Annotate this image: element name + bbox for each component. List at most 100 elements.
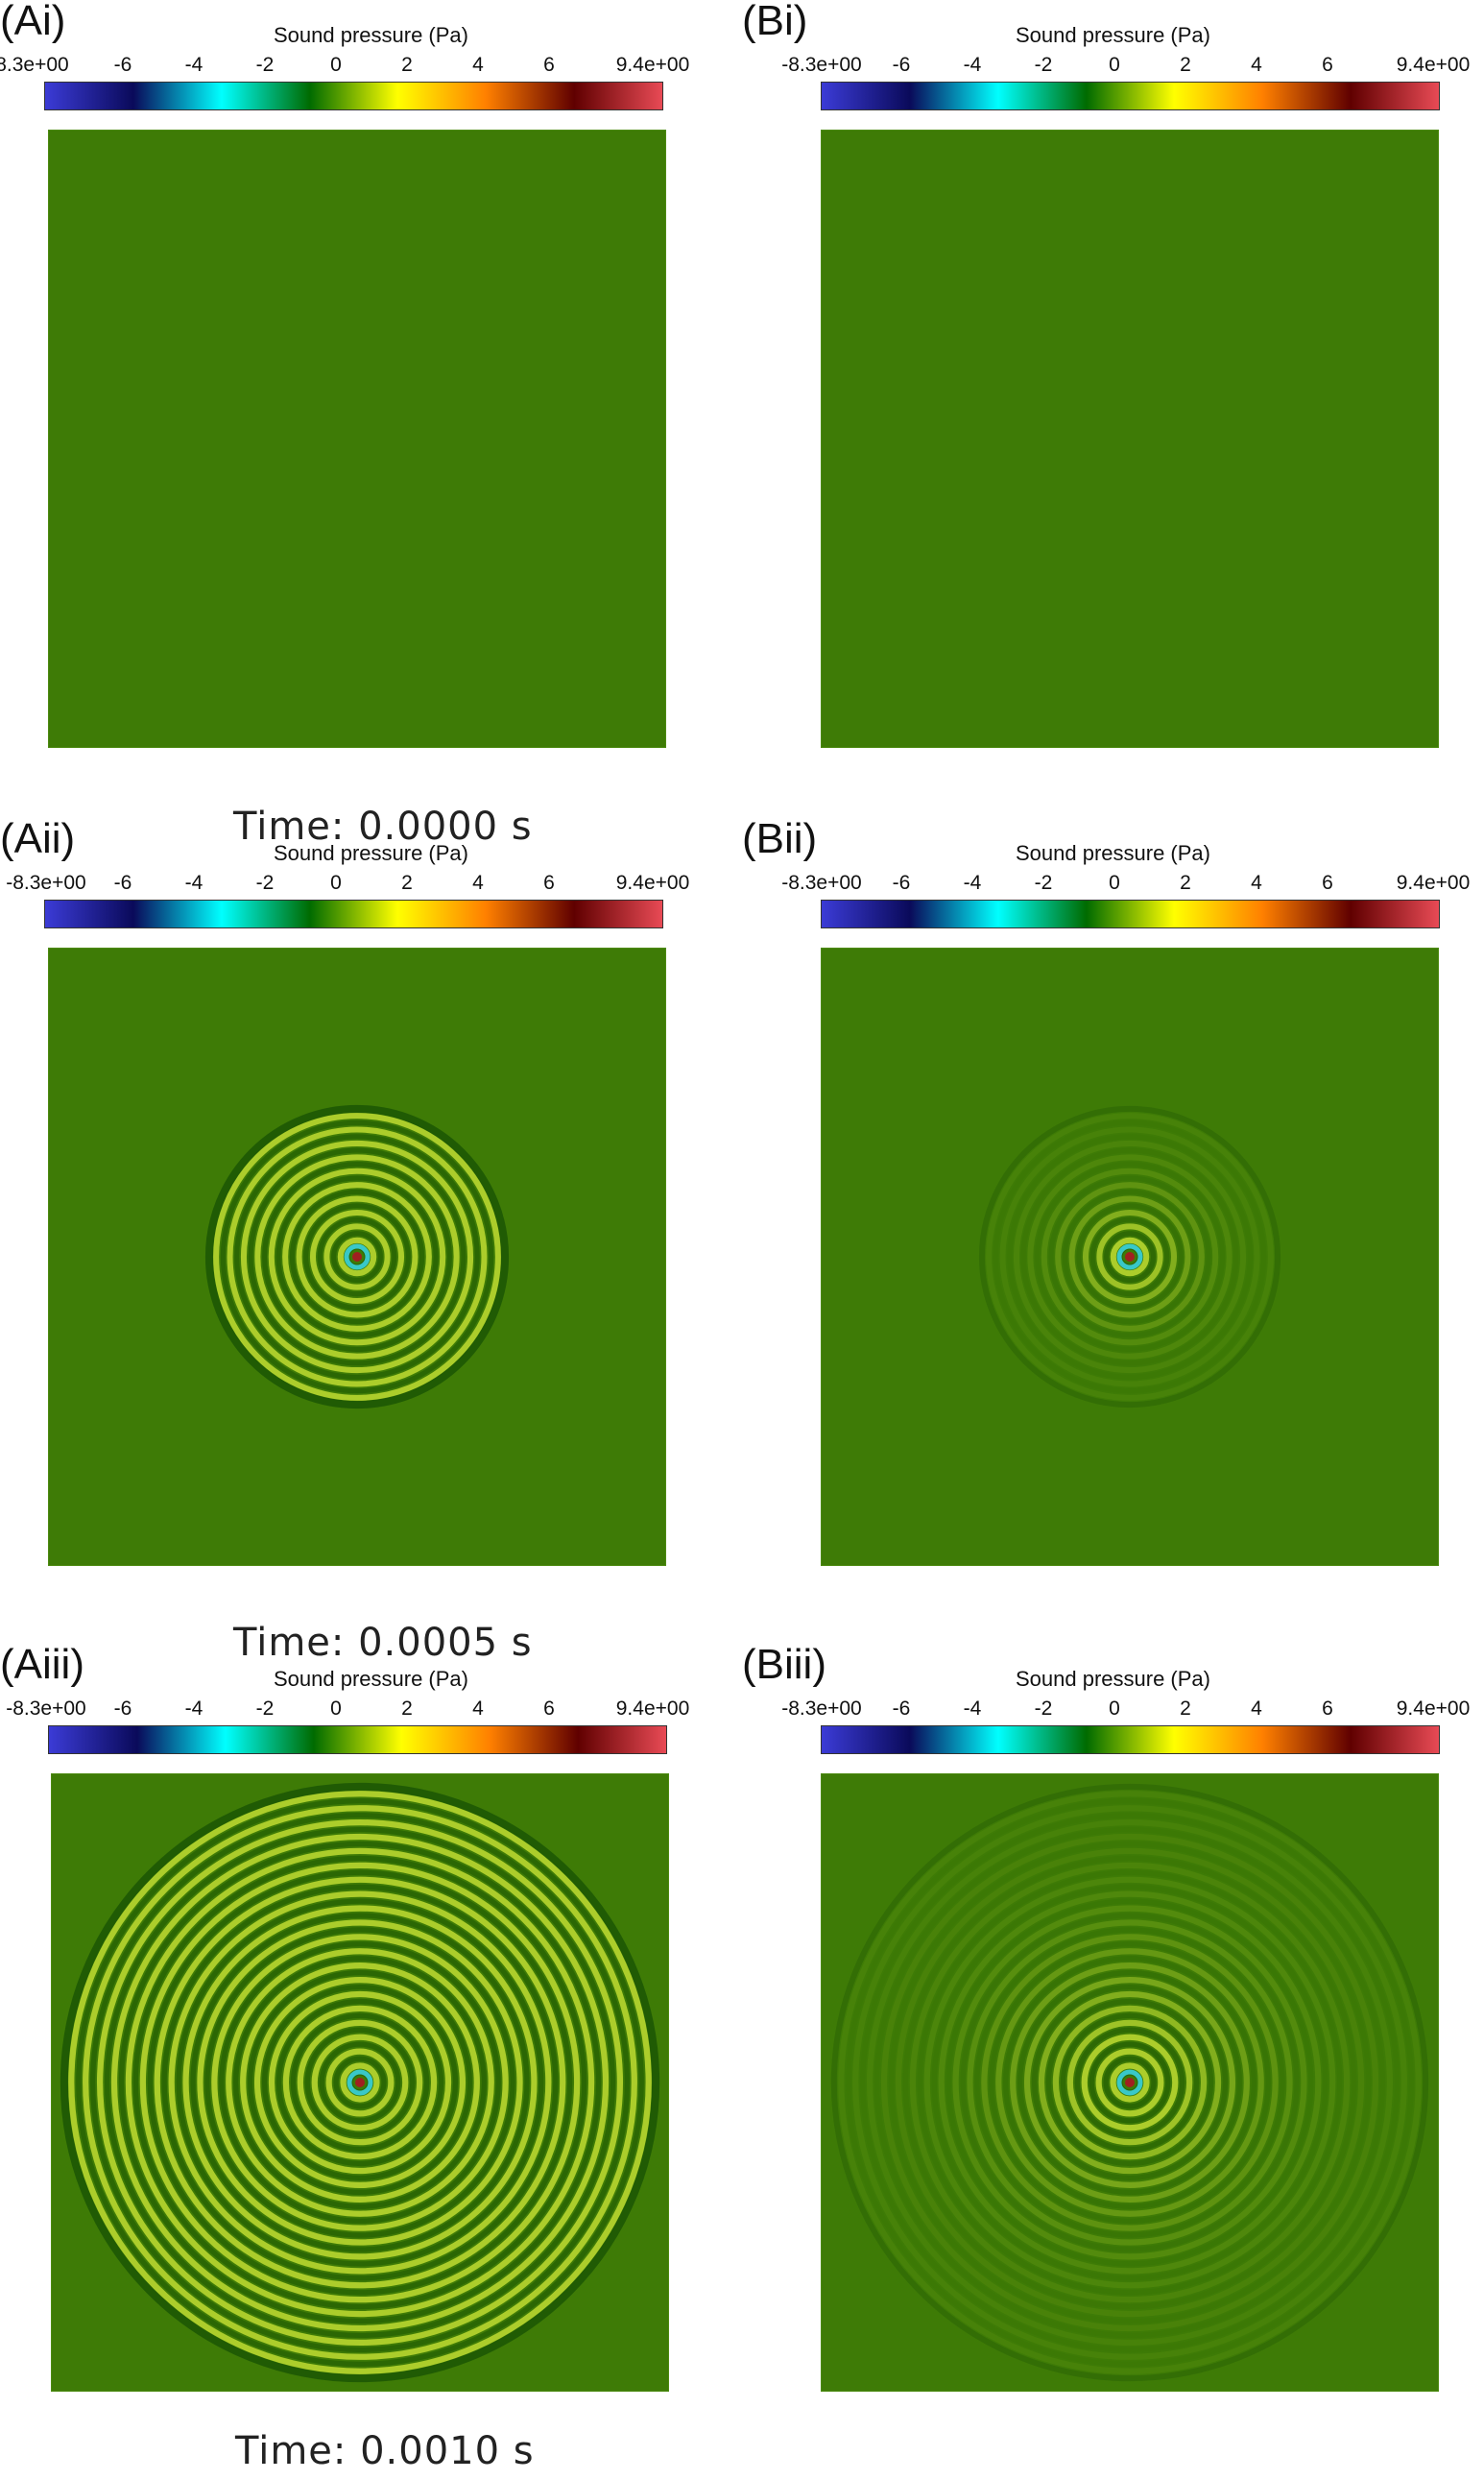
panel-aii: (Aii) Sound pressure (Pa) -8.3e+00 -6 -4… xyxy=(0,818,742,1645)
panel-label: (Ai) xyxy=(0,0,66,44)
pressure-ring xyxy=(311,2034,409,2131)
wavefront-ring xyxy=(60,1782,660,2383)
tick-label: -4 xyxy=(963,1697,982,1720)
wave-rings xyxy=(822,131,1438,747)
pressure-ring xyxy=(240,1140,474,1374)
tick-label: 4 xyxy=(1251,54,1262,76)
pressure-ring xyxy=(262,1162,452,1352)
tick-label: 6 xyxy=(1322,54,1333,76)
pressure-ring xyxy=(1082,1209,1178,1305)
pressure-ring xyxy=(104,1826,616,2339)
tick-label: -2 xyxy=(255,872,275,894)
tick-label: -8.3e+00 xyxy=(6,1697,86,1720)
pressure-ring xyxy=(219,1941,501,2224)
colorbar xyxy=(821,1725,1440,1754)
pressure-ring xyxy=(860,1813,1400,2352)
wave-rings xyxy=(830,1783,1429,2382)
pressure-ring xyxy=(1027,1154,1233,1360)
pressure-ring xyxy=(190,1913,530,2252)
tick-label: 2 xyxy=(1180,872,1191,894)
pressure-ring xyxy=(1089,2041,1171,2124)
tick-label: -8.3e+00 xyxy=(0,54,69,76)
panel-bii: (Bii) Sound pressure (Pa) -8.3e+00 -6 -4… xyxy=(742,818,1484,1645)
tick-label: -8.3e+00 xyxy=(6,872,86,894)
tick-label: 4 xyxy=(1251,1697,1262,1720)
tick-label: -8.3e+00 xyxy=(781,54,862,76)
tick-label: 4 xyxy=(472,872,484,894)
pressure-ring xyxy=(161,1884,559,2281)
wave-rings xyxy=(49,131,665,747)
pressure-ring xyxy=(317,1216,397,1297)
pressure-ring xyxy=(304,2027,416,2138)
source-point xyxy=(355,2078,365,2087)
colorbar xyxy=(44,900,663,928)
pressure-field xyxy=(821,948,1439,1566)
wave-rings xyxy=(60,1782,660,2383)
pressure-ring xyxy=(233,1956,487,2209)
tick-label: 2 xyxy=(401,1697,413,1720)
tick-label: 0 xyxy=(1109,54,1120,76)
pressure-ring xyxy=(1013,1140,1247,1374)
pressure-ring xyxy=(132,1855,587,2310)
tick-label: 6 xyxy=(543,1697,555,1720)
source-ring xyxy=(347,2069,373,2096)
pressure-ring xyxy=(1045,1998,1214,2167)
tick-label: -6 xyxy=(113,1697,132,1720)
pressure-field xyxy=(48,130,666,748)
pressure-ring xyxy=(1035,1162,1225,1352)
pressure-ring xyxy=(1076,1203,1184,1311)
colorbar-tick-labels: -8.3e+00 -6 -4 -2 0 2 4 6 9.4e+00 xyxy=(0,872,742,897)
pressure-ring xyxy=(337,1237,377,1277)
pressure-ring xyxy=(240,1962,480,2203)
panel-label: (Aii) xyxy=(0,815,76,862)
pressure-ring xyxy=(986,1113,1274,1401)
tick-label: 9.4e+00 xyxy=(1396,1697,1471,1720)
tick-label: 2 xyxy=(1180,1697,1191,1720)
tick-label: -4 xyxy=(184,872,203,894)
tick-label: -4 xyxy=(184,54,203,76)
panel-label: (Biii) xyxy=(742,1641,826,1688)
time-caption: Time: 0.0000 s xyxy=(233,805,533,849)
pressure-ring xyxy=(1041,1168,1219,1346)
pressure-ring xyxy=(1048,1175,1211,1338)
pressure-ring xyxy=(275,1998,444,2167)
pressure-ring xyxy=(1060,2012,1200,2153)
pressure-ring xyxy=(118,1841,602,2324)
source-ring xyxy=(1116,1243,1143,1270)
pressure-ring xyxy=(1089,1216,1170,1297)
pressure-ring xyxy=(1074,2027,1185,2138)
pressure-ring xyxy=(838,1791,1422,2374)
colorbar-title: Sound pressure (Pa) xyxy=(274,1667,468,1691)
tick-label: 6 xyxy=(1322,1697,1333,1720)
colorbar xyxy=(821,82,1440,110)
tick-label: 0 xyxy=(1109,872,1120,894)
tick-label: -6 xyxy=(113,872,132,894)
tick-label: 0 xyxy=(330,872,342,894)
pressure-ring xyxy=(1017,1970,1242,2195)
pressure-ring xyxy=(952,1905,1307,2260)
pressure-ring xyxy=(176,1898,544,2267)
pressure-ring xyxy=(895,1847,1365,2318)
tick-label: -2 xyxy=(255,54,275,76)
pressure-ring xyxy=(325,2048,395,2117)
pressure-ring xyxy=(1068,1195,1191,1318)
colorbar-tick-labels: -8.3e+00 -6 -4 -2 0 2 4 6 9.4e+00 xyxy=(742,872,1484,897)
wavefront-ring xyxy=(978,1105,1281,1409)
tick-label: -2 xyxy=(255,1697,275,1720)
tick-label: 2 xyxy=(401,872,413,894)
colorbar-tick-labels: -8.3e+00 -6 -4 -2 0 2 4 6 9.4e+00 xyxy=(0,1697,742,1722)
pressure-ring xyxy=(945,1898,1314,2267)
pressure-ring xyxy=(275,1175,439,1338)
pressure-ring xyxy=(1104,1231,1156,1283)
pressure-ring xyxy=(909,1862,1351,2303)
pressure-ring xyxy=(989,1941,1271,2224)
pressure-ring xyxy=(261,1984,459,2181)
pressure-ring xyxy=(888,1841,1372,2324)
pressure-ring xyxy=(852,1805,1407,2360)
tick-label: -6 xyxy=(892,54,911,76)
tick-label: 4 xyxy=(472,54,484,76)
pressure-ring xyxy=(995,1948,1264,2217)
pressure-ring xyxy=(289,1189,425,1325)
tick-label: 0 xyxy=(330,1697,342,1720)
tick-label: -8.3e+00 xyxy=(781,872,862,894)
